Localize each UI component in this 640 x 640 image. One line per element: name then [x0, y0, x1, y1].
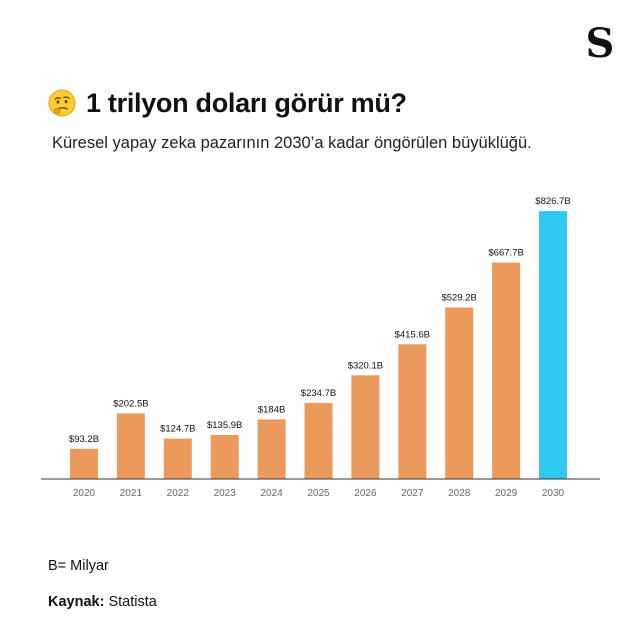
x-tick-2026: 2026: [354, 488, 377, 499]
data-label-2025: $234.7B: [301, 388, 336, 399]
data-label-2030: $826.7B: [535, 196, 570, 207]
source-value: Statista: [108, 594, 157, 610]
bar-2024: [257, 419, 286, 479]
unit-note: B= Milyar: [48, 558, 109, 574]
data-label-2022: $124.7B: [160, 424, 195, 435]
bar-2030: [539, 211, 567, 479]
data-label-2023: $135.9B: [207, 420, 242, 431]
x-tick-2024: 2024: [260, 488, 283, 499]
data-label-2029: $667.7B: [488, 248, 523, 259]
bar-2023: [210, 435, 239, 479]
x-tick-2030: 2030: [542, 488, 565, 499]
bar-2021: [116, 413, 145, 479]
bar-2022: [163, 438, 192, 479]
x-tick-2023: 2023: [214, 488, 237, 499]
x-tick-2020: 2020: [73, 488, 96, 499]
bar-2027: [398, 344, 427, 479]
x-tick-2027: 2027: [401, 488, 424, 499]
x-tick-2021: 2021: [120, 488, 143, 499]
bar-chart: $93.2B 2020 $202.5B 2021 $124.7B 2022 $135.9B 2…: [41, 196, 600, 499]
x-tick-2025: 2025: [307, 488, 330, 499]
x-tick-2022: 2022: [167, 488, 190, 499]
chart-title: 1 trilyon doları görür mü?: [86, 87, 407, 118]
chart-subtitle: Küresel yapay zeka pazarının 2030’a kada…: [52, 134, 532, 152]
source-line: Kaynak: Statista: [48, 594, 157, 610]
data-label-2020: $93.2B: [69, 434, 99, 445]
data-label-2024: $184B: [258, 404, 285, 415]
bar-2020: [70, 448, 98, 479]
data-label-2021: $202.5B: [113, 398, 148, 409]
bar-2028: [445, 307, 474, 479]
source-label: Kaynak:: [48, 594, 105, 610]
bar-2025: [304, 402, 333, 479]
bar-2029: [492, 262, 521, 479]
data-label-2026: $320.1B: [348, 360, 383, 371]
header: 1 trilyon doları görür mü?: [48, 86, 407, 120]
bar-2026: [351, 375, 380, 479]
data-label-2028: $529.2B: [441, 293, 476, 304]
data-label-2027: $415.6B: [395, 329, 430, 340]
x-tick-2028: 2028: [448, 488, 471, 499]
x-tick-2029: 2029: [495, 488, 518, 499]
thinking-face-icon: [48, 89, 76, 117]
brand-logo: S: [585, 20, 615, 67]
